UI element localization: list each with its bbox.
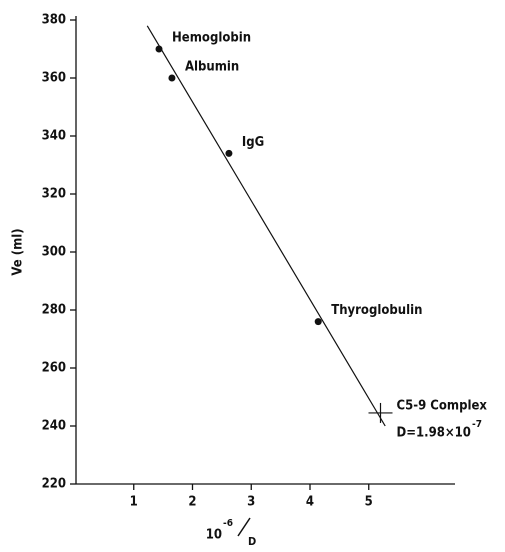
point	[314, 318, 322, 326]
x-label-base: 10	[206, 528, 222, 543]
y-tick-label: 300	[42, 245, 66, 260]
y-axis-label: Ve (ml)	[11, 228, 26, 275]
x-tick-label: 3	[247, 495, 255, 510]
x-label-exponent: -6	[223, 518, 233, 529]
x-tick-label: 1	[130, 495, 138, 510]
y-tick-label: 360	[42, 71, 66, 86]
point	[155, 45, 163, 53]
fit-line	[146, 25, 386, 427]
y-tick-label: 260	[42, 361, 66, 376]
x-label-denominator: D	[248, 535, 256, 548]
y-tick-label: 380	[42, 13, 66, 28]
annotation: D=1.98×10	[397, 425, 471, 440]
point-label: C5-9 Complex	[397, 398, 488, 413]
point-label: Albumin	[185, 60, 239, 75]
point-label: IgG	[242, 135, 264, 150]
y-tick-label: 240	[42, 419, 66, 434]
point-label: Thyroglobulin	[331, 303, 422, 318]
point	[168, 74, 176, 82]
y-tick-label: 280	[42, 303, 66, 318]
x-label-slash	[237, 517, 251, 537]
x-tick-label: 5	[365, 495, 373, 510]
x-axis-label: 10 -6 D	[206, 517, 256, 548]
y-tick-label: 320	[42, 187, 66, 202]
y-tick-label: 340	[42, 129, 66, 144]
y-tick-label: 220	[42, 477, 66, 492]
annotation-exponent: -7	[472, 419, 482, 430]
x-tick-label: 2	[188, 495, 196, 510]
point-label: Hemoglobin	[172, 31, 251, 46]
point	[225, 149, 233, 157]
x-tick-label: 4	[306, 495, 314, 510]
